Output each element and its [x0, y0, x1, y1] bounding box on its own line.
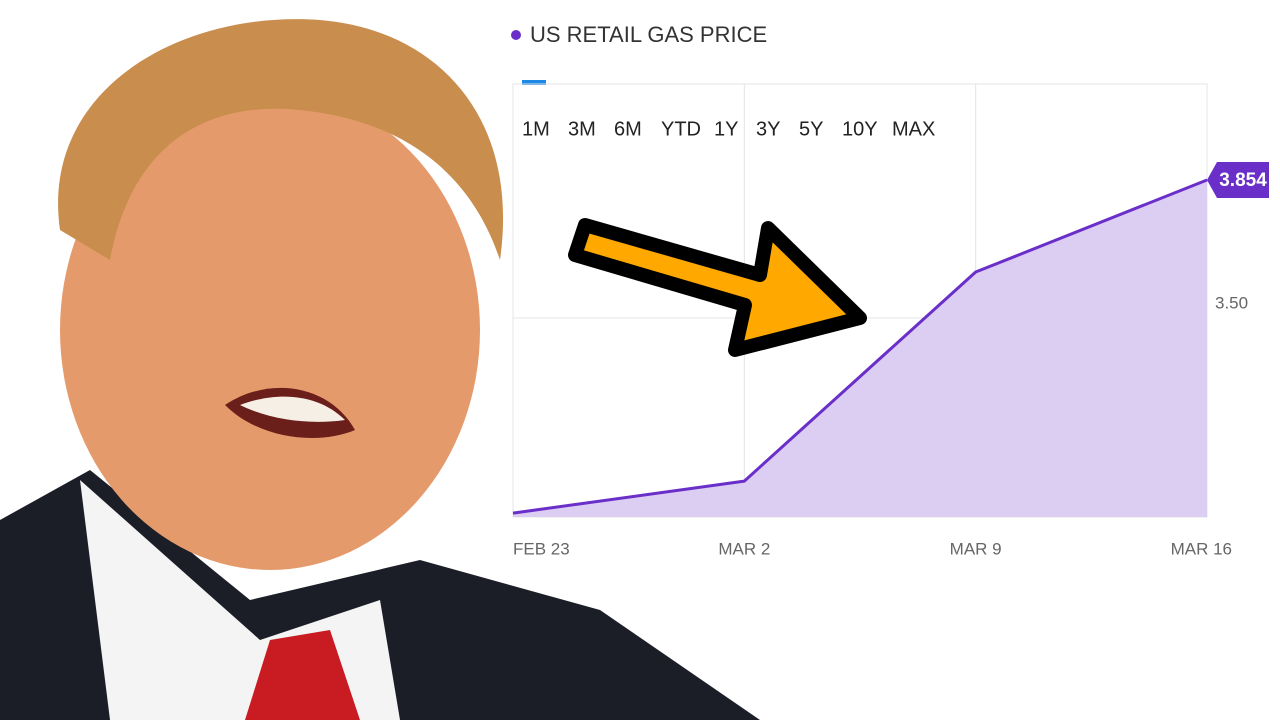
x-tick-label: MAR 9	[950, 539, 1002, 558]
face	[60, 90, 480, 570]
range-button[interactable]: YTD	[661, 118, 701, 140]
teeth	[240, 396, 345, 422]
range-buttons: 1M 3M 6M YTD 1Y 3Y 5Y 10Y MAX	[522, 118, 935, 140]
range-button[interactable]: 3M	[568, 118, 596, 140]
hair	[58, 19, 504, 260]
range-button[interactable]: 1Y	[714, 118, 738, 140]
x-tick-label: MAR 16	[1171, 539, 1232, 558]
y-tick-label: 3.50	[1215, 294, 1248, 313]
value-tag	[1207, 161, 1269, 198]
active-indicator	[522, 80, 546, 85]
range-button[interactable]: 1M	[522, 118, 550, 140]
range-button[interactable]: 5Y	[799, 118, 823, 140]
x-tick-label: FEB 23	[513, 539, 570, 558]
tie	[245, 630, 360, 720]
legend-dot	[511, 30, 521, 40]
line	[512, 178, 1208, 515]
range-button[interactable]: 6M	[614, 118, 642, 140]
range-button[interactable]: 3Y	[756, 118, 780, 140]
x-tick-label: MAR 2	[718, 539, 770, 558]
legend-label: US RETAIL GAS PRICE	[530, 22, 767, 47]
area	[513, 179, 1207, 517]
person	[0, 19, 760, 720]
arrow	[568, 218, 867, 357]
range-button[interactable]: MAX	[892, 118, 935, 140]
value-label: 3.854	[1219, 170, 1267, 191]
range-button[interactable]: 10Y	[842, 118, 878, 140]
